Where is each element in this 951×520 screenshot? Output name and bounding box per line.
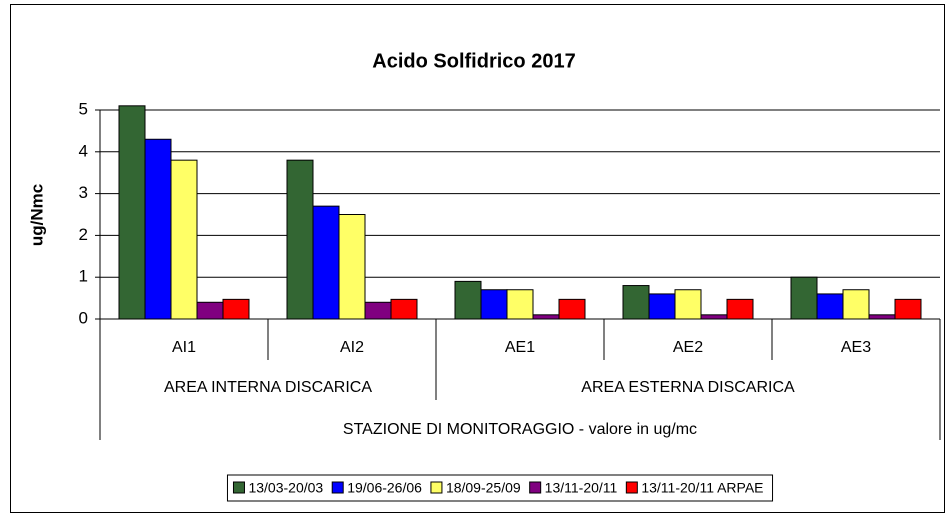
y-tick-label: 4 (79, 141, 88, 160)
bar (286, 159, 314, 320)
bar (480, 289, 508, 320)
bar (558, 298, 586, 320)
x-tick-label: AE1 (505, 339, 535, 356)
bar (726, 298, 754, 320)
legend-swatch (331, 481, 344, 494)
bar (816, 293, 844, 320)
bar (312, 205, 340, 320)
bar (868, 314, 896, 320)
chart-title: Acido Solfidrico 2017 (372, 50, 575, 72)
bar (118, 105, 146, 320)
y-tick-label: 5 (79, 99, 88, 118)
x-group-label: AREA INTERNA DISCARICA (164, 379, 372, 396)
bar (894, 298, 922, 320)
bar (790, 276, 818, 320)
bar (454, 280, 482, 320)
x-group-label: AREA ESTERNA DISCARICA (581, 379, 795, 396)
bar (390, 298, 418, 320)
y-axis-title: ug/Nmc (27, 184, 46, 246)
y-tick-label: 0 (79, 308, 88, 327)
bar (170, 159, 198, 320)
bar (144, 138, 172, 320)
x-tick-label: AI2 (340, 339, 364, 356)
legend-label: 13/11-20/11 ARPAE (641, 480, 763, 496)
y-tick-label: 2 (79, 225, 88, 244)
bar (674, 289, 702, 320)
bar (842, 289, 870, 320)
legend-label: 13/11-20/11 (545, 480, 618, 496)
legend-swatch (430, 481, 443, 494)
legend-swatch (529, 481, 542, 494)
bar (364, 301, 392, 320)
x-tick-label: AI1 (172, 339, 196, 356)
bar (222, 298, 250, 320)
legend-swatch (625, 481, 638, 494)
legend-swatch (232, 481, 245, 494)
legend-label: 18/09-25/09 (446, 480, 521, 496)
bar (506, 289, 534, 320)
bar (648, 293, 676, 320)
bar (700, 314, 728, 320)
legend-label: 13/03-20/03 (248, 480, 323, 496)
bar (338, 214, 366, 320)
bar (532, 314, 560, 320)
bar (196, 301, 224, 320)
x-axis-title: STAZIONE DI MONITORAGGIO - valore in ug/… (343, 421, 697, 438)
y-tick-label: 1 (79, 267, 88, 286)
y-tick-label: 3 (79, 183, 88, 202)
legend-box (226, 474, 774, 502)
bar (622, 285, 650, 320)
x-tick-label: AE3 (841, 339, 871, 356)
legend-label: 19/06-26/06 (347, 480, 422, 496)
x-tick-label: AE2 (673, 339, 703, 356)
